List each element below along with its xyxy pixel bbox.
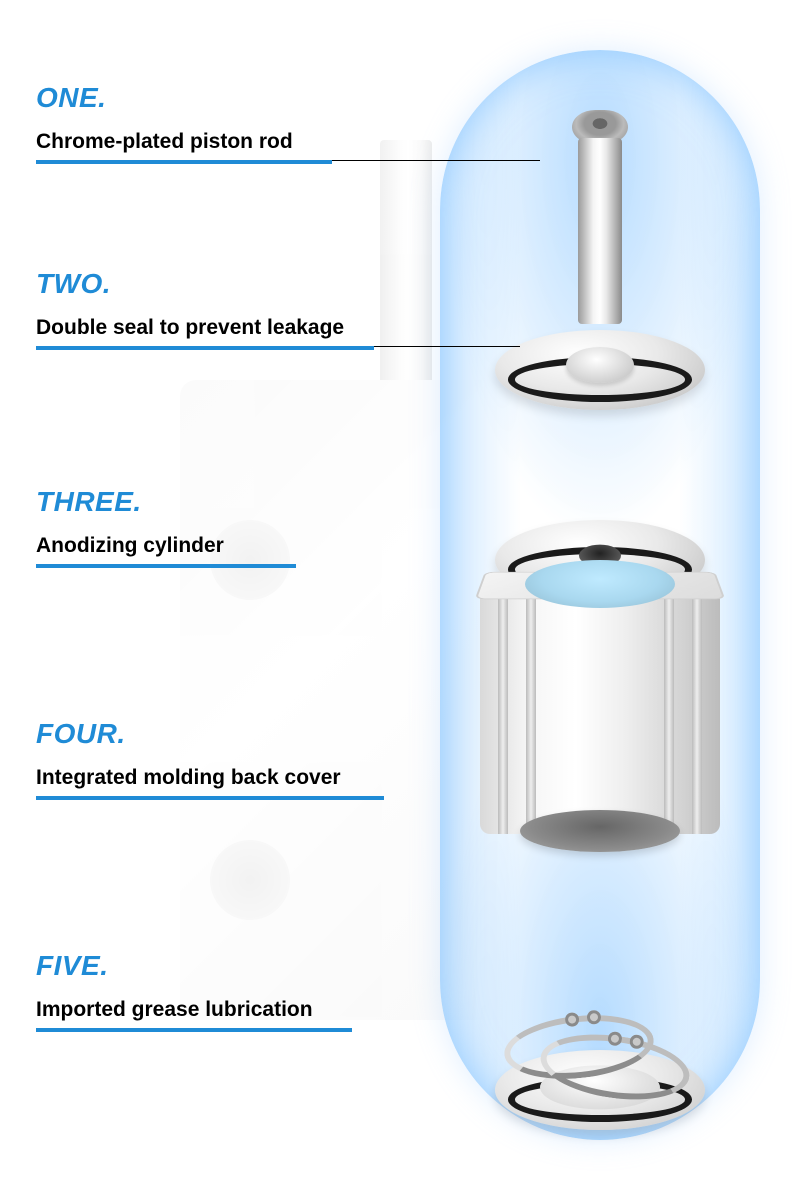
part-piston-rod	[572, 110, 628, 330]
callout-number: FIVE.	[36, 950, 396, 982]
part-seal-disc-upper	[495, 330, 705, 410]
part-cylinder-body	[480, 550, 720, 850]
callout-five: FIVE. Imported grease lubrication	[36, 950, 396, 1032]
exploded-parts-column	[440, 50, 760, 1140]
callout-desc: Imported grease lubrication	[36, 998, 352, 1032]
callout-desc: Chrome-plated piston rod	[36, 130, 332, 164]
part-snap-rings	[500, 1010, 700, 1110]
infographic-root: ONE. Chrome-plated piston rod TWO. Double s…	[0, 0, 800, 1182]
callout-desc: Double seal to prevent leakage	[36, 316, 374, 350]
callout-four: FOUR. Integrated molding back cover	[36, 718, 396, 800]
callout-desc: Anodizing cylinder	[36, 534, 296, 568]
callout-one: ONE. Chrome-plated piston rod	[36, 82, 396, 164]
callout-three: THREE. Anodizing cylinder	[36, 486, 396, 568]
callout-number: TWO.	[36, 268, 396, 300]
callout-two: TWO. Double seal to prevent leakage	[36, 268, 396, 350]
callout-number: THREE.	[36, 486, 396, 518]
callout-number: ONE.	[36, 82, 396, 114]
callout-number: FOUR.	[36, 718, 396, 750]
callout-desc: Integrated molding back cover	[36, 766, 384, 800]
